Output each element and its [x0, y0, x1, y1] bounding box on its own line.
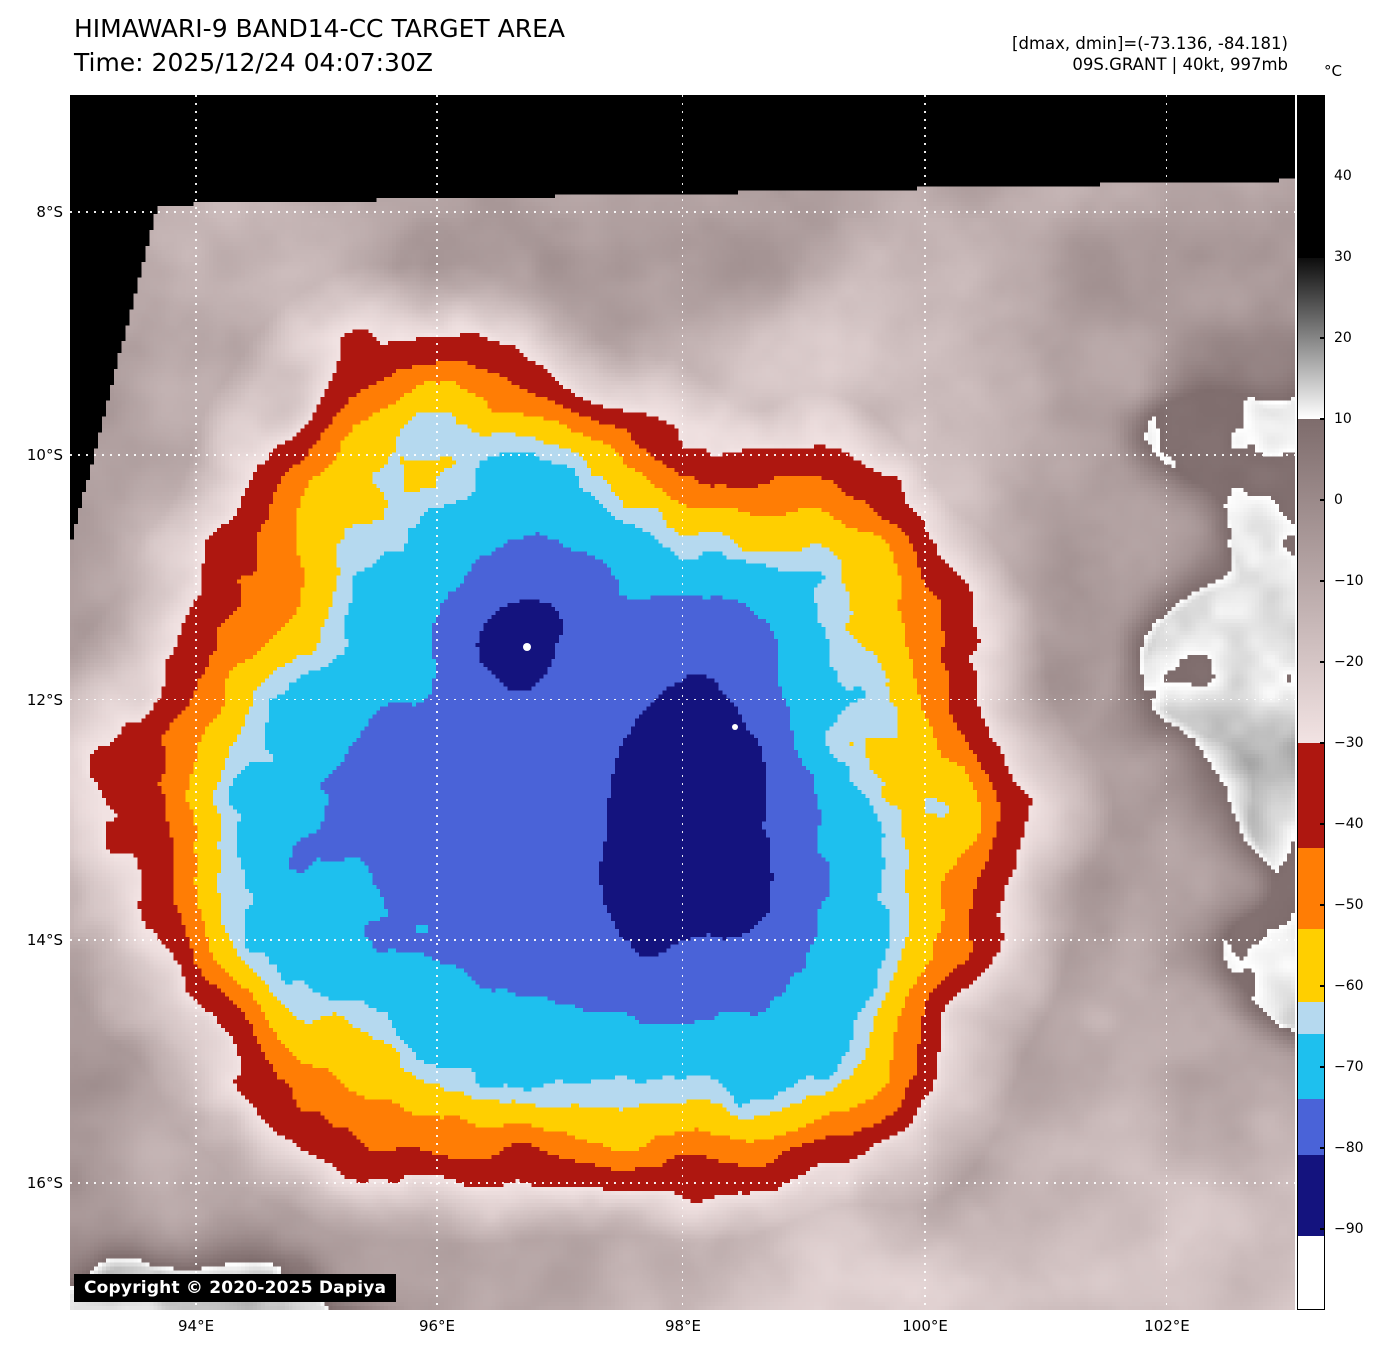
colorbar-segment	[1298, 742, 1324, 849]
colorbar-tick	[1320, 742, 1325, 744]
header-right: [dmax, dmin]=(-73.136, -84.181) 09S.GRAN…	[1012, 33, 1288, 75]
gridline-lon	[195, 95, 197, 1310]
colorbar-tick-label: −40	[1334, 816, 1364, 832]
colorbar-tick	[1320, 1228, 1325, 1230]
gridline-lon	[436, 95, 438, 1310]
copyright-badge: Copyright © 2020-2025 Dapiya	[74, 1274, 397, 1302]
colorbar-segment	[1298, 1001, 1324, 1035]
colorbar-tick-label: 20	[1334, 330, 1352, 346]
colorbar-tick-label: −90	[1334, 1221, 1364, 1237]
colorbar-tick	[1320, 823, 1325, 825]
colorbar-tick-label: −80	[1334, 1140, 1364, 1156]
map-plot: Copyright © 2020-2025 Dapiya	[70, 95, 1295, 1310]
gridline-lon	[924, 95, 926, 1310]
colorbar	[1297, 95, 1325, 1310]
colorbar-tick-label: 10	[1334, 411, 1352, 427]
colorbar-segment	[1298, 1098, 1324, 1156]
lat-tick-label: 14°S	[26, 931, 63, 950]
secondary-marker	[732, 723, 739, 730]
lat-tick-label: 8°S	[36, 203, 63, 221]
colorbar-tick	[1320, 418, 1325, 420]
lon-tick-label: 102°E	[1144, 1317, 1190, 1335]
gridline-lon	[1165, 95, 1168, 1310]
colorbar-tick-label: −70	[1334, 1059, 1364, 1075]
colorbar-tick-label: −30	[1334, 735, 1364, 751]
colorbar-tick	[1320, 337, 1325, 339]
colorbar-tick-label: 30	[1334, 249, 1352, 265]
gridline-lon	[681, 95, 684, 1310]
lon-tick-label: 94°E	[178, 1317, 215, 1335]
colorbar-segment	[1298, 1236, 1324, 1309]
dmin-marker	[522, 642, 531, 651]
colorbar-tick-label: 40	[1334, 168, 1352, 184]
lon-tick-label: 98°E	[664, 1317, 702, 1335]
colorbar-tick-label: −50	[1334, 897, 1364, 913]
colorbar-tick	[1320, 904, 1325, 906]
storm-info: 09S.GRANT | 40kt, 997mb	[1072, 55, 1288, 74]
colorbar-segment	[1298, 419, 1324, 743]
colorbar-tick	[1320, 499, 1325, 501]
lat-tick-label: 16°S	[26, 1174, 63, 1193]
colorbar-segment	[1298, 1034, 1324, 1099]
colorbar-tick	[1320, 1147, 1325, 1149]
lon-tick-label: 96°E	[418, 1317, 456, 1335]
colorbar-unit-label: °C	[1324, 62, 1342, 80]
colorbar-segment	[1298, 1155, 1324, 1237]
timestamp: Time: 2025/12/24 04:07:30Z	[74, 48, 433, 77]
colorbar-segment	[1298, 257, 1324, 420]
colorbar-segment	[1298, 96, 1324, 258]
page-title: HIMAWARI-9 BAND14-CC TARGET AREA	[74, 14, 566, 43]
colorbar-segment	[1298, 928, 1324, 1002]
colorbar-tick-label: −20	[1334, 654, 1364, 670]
title-block: HIMAWARI-9 BAND14-CC TARGET AREA Time: 2…	[74, 12, 565, 80]
colorbar-segment	[1298, 848, 1324, 929]
lat-tick-label: 12°S	[26, 690, 63, 709]
colorbar-tick-label: −60	[1334, 978, 1364, 994]
colorbar-tick	[1320, 985, 1325, 987]
colorbar-tick	[1320, 580, 1325, 582]
lat-tick-label: 10°S	[26, 446, 63, 464]
colorbar-tick	[1320, 175, 1325, 177]
colorbar-tick	[1320, 661, 1325, 663]
colorbar-tick-label: 0	[1334, 492, 1343, 508]
colorbar-tick-label: −10	[1334, 573, 1364, 589]
colorbar-tick	[1320, 1066, 1325, 1068]
colorbar-tick	[1320, 256, 1325, 258]
stats-dminmax: [dmax, dmin]=(-73.136, -84.181)	[1012, 34, 1288, 53]
lon-tick-label: 100°E	[902, 1317, 948, 1335]
